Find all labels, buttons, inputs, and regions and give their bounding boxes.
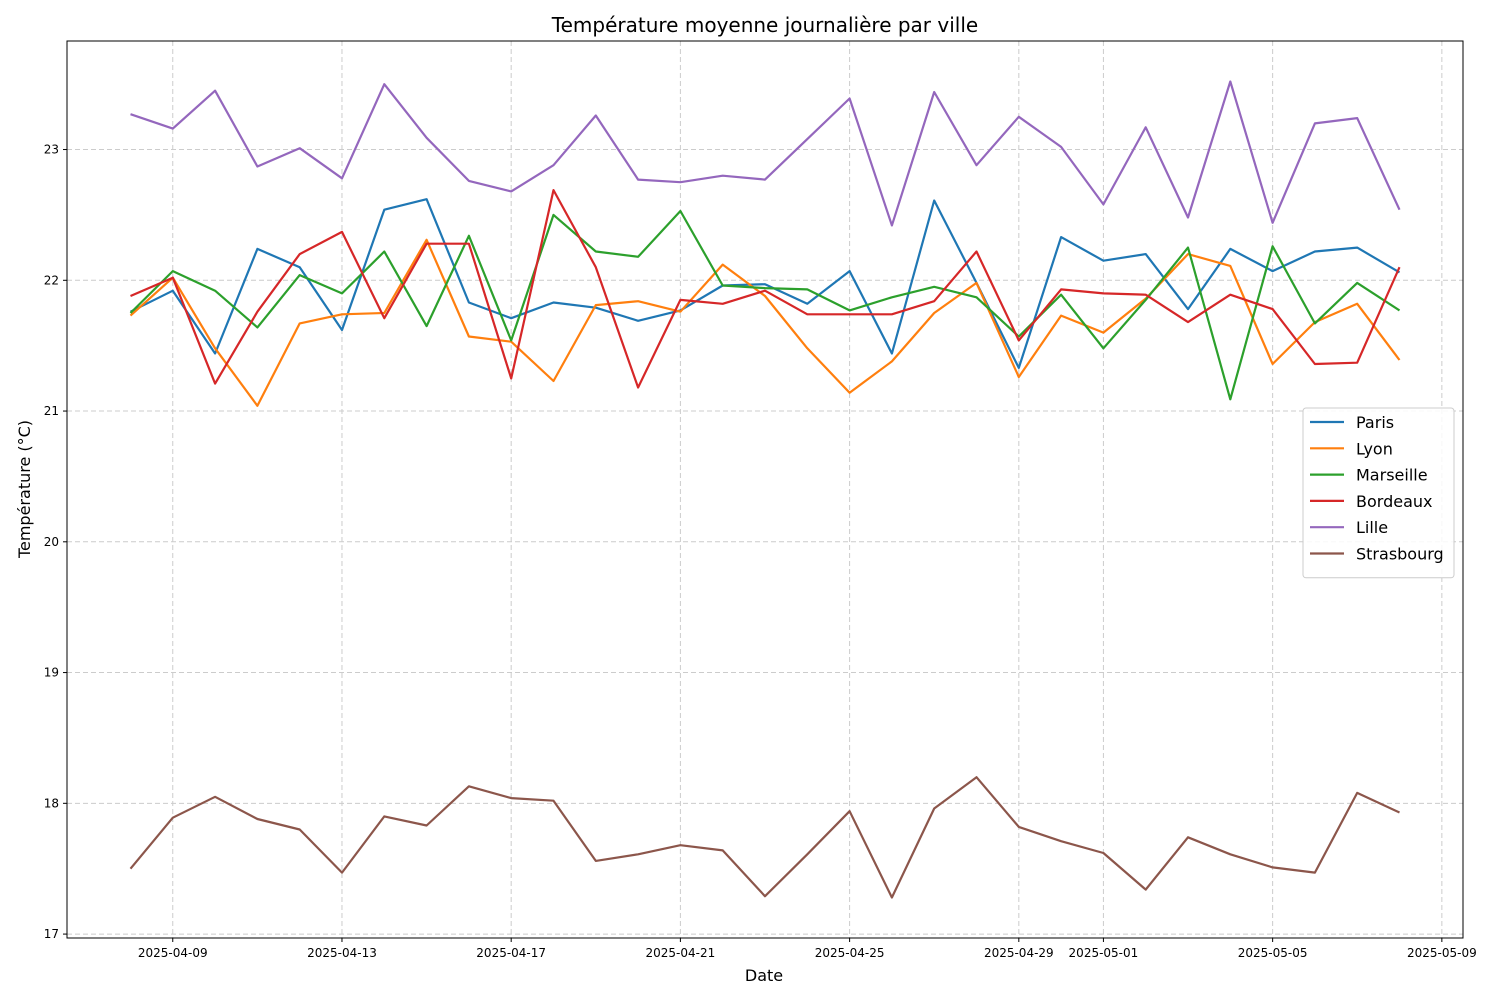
grid: [67, 41, 1463, 938]
x-tick-label: 2025-04-21: [646, 946, 716, 960]
y-axis-title: Température (°C): [15, 420, 34, 559]
x-tick-label: 2025-04-25: [815, 946, 885, 960]
series-line-strasbourg: [129, 776, 1400, 899]
series-line-lille: [130, 80, 1401, 227]
y-tick-label: 22: [44, 273, 59, 287]
y-tick-label: 23: [44, 143, 59, 157]
chart-title: Température moyenne journalière par vill…: [551, 13, 978, 37]
x-tick-label: 2025-05-09: [1407, 946, 1477, 960]
y-tick-label: 19: [44, 666, 59, 680]
series-lines: [129, 80, 1401, 899]
legend-label: Lille: [1356, 518, 1388, 537]
legend-box: [1302, 407, 1455, 579]
x-tick-label: 2025-04-13: [307, 946, 377, 960]
series-line-lyon: [129, 238, 1401, 407]
legend: Paris Lyon Marseille Bordeaux Lille Strasbour…: [1302, 407, 1455, 579]
y-tick-label: 18: [44, 796, 59, 810]
x-tick-label: 2025-05-05: [1238, 946, 1308, 960]
y-axis-ticks: 17 18 19 20 21 22 23: [44, 143, 67, 941]
series-line-marseille: [129, 209, 1401, 401]
y-tick-label: 21: [44, 404, 59, 418]
x-axis-ticks: 2025-04-09 2025-04-13 2025-04-17 2025-04-21…: [138, 938, 1477, 960]
x-tick-label: 2025-05-01: [1069, 946, 1139, 960]
series-line-bordeaux: [130, 189, 1401, 389]
plot-frame: [66, 40, 1464, 939]
legend-label: Paris: [1356, 413, 1394, 432]
x-tick-label: 2025-04-17: [476, 946, 546, 960]
x-tick-label: 2025-04-09: [138, 946, 208, 960]
x-axis-title: Date: [745, 966, 783, 985]
legend-label: Strasbourg: [1356, 545, 1444, 564]
legend-label: Lyon: [1356, 439, 1393, 458]
legend-label: Marseille: [1356, 466, 1428, 485]
legend-label: Bordeaux: [1356, 492, 1432, 511]
y-tick-label: 20: [44, 535, 59, 549]
x-tick-label: 2025-04-29: [984, 946, 1054, 960]
y-tick-label: 17: [44, 927, 59, 941]
series-line-paris: [130, 198, 1401, 369]
